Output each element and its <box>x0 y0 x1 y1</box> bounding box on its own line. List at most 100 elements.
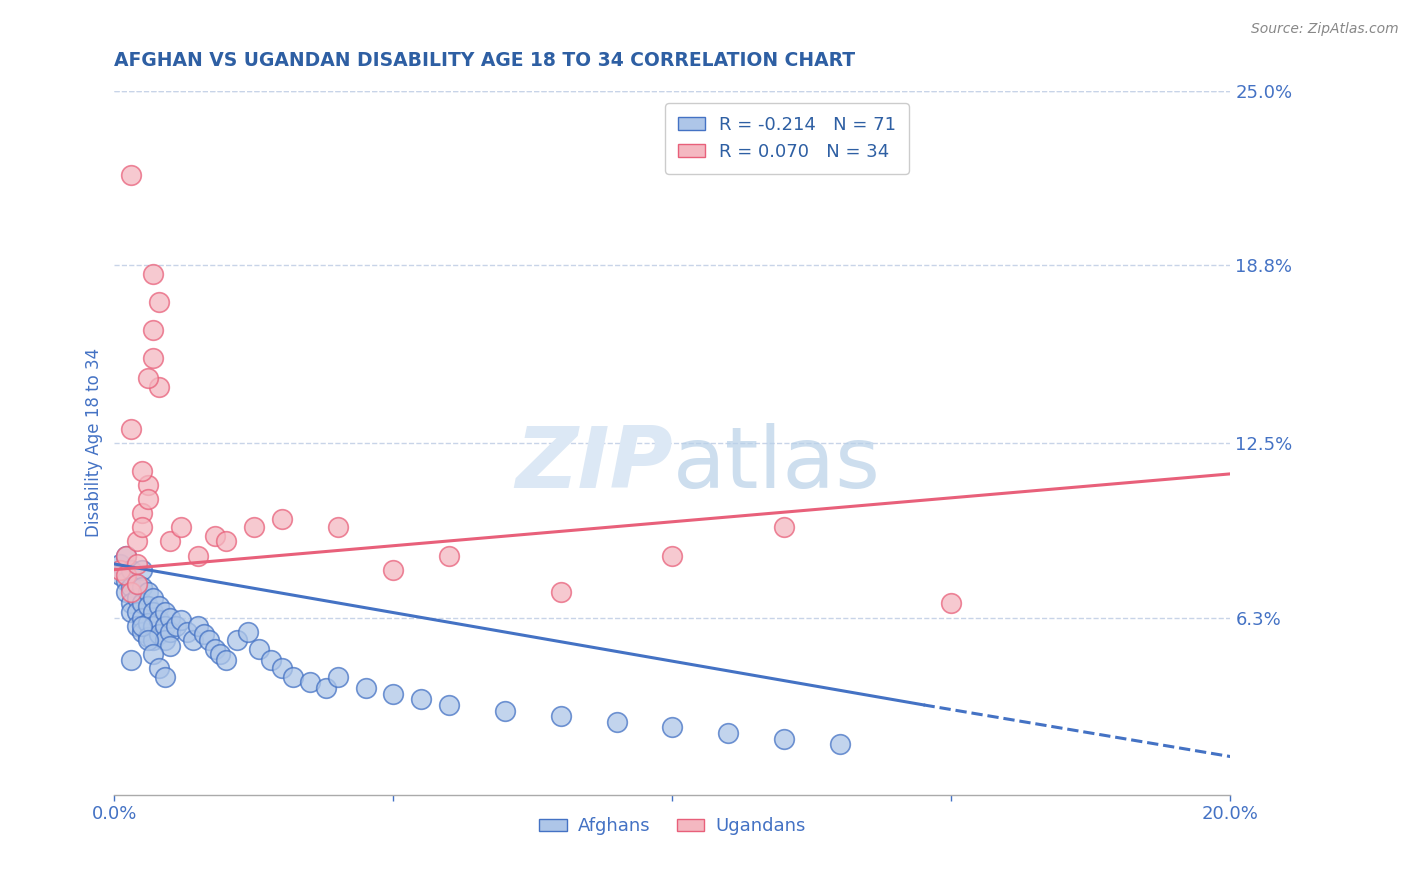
Point <box>136 599 159 614</box>
Point <box>828 737 851 751</box>
Point <box>142 591 165 605</box>
Point <box>131 506 153 520</box>
Point <box>439 549 461 563</box>
Point <box>136 585 159 599</box>
Point <box>125 619 148 633</box>
Point <box>439 698 461 712</box>
Point <box>176 624 198 639</box>
Point <box>136 371 159 385</box>
Point <box>142 323 165 337</box>
Point <box>120 563 142 577</box>
Point <box>142 351 165 366</box>
Point <box>773 731 796 746</box>
Point <box>204 529 226 543</box>
Point <box>114 585 136 599</box>
Point <box>142 267 165 281</box>
Point <box>382 563 405 577</box>
Point <box>243 520 266 534</box>
Point <box>108 568 131 582</box>
Point <box>550 585 572 599</box>
Text: ZIP: ZIP <box>515 423 672 506</box>
Point <box>198 633 221 648</box>
Point <box>153 633 176 648</box>
Point <box>153 605 176 619</box>
Point <box>494 704 516 718</box>
Point <box>125 576 148 591</box>
Point <box>136 630 159 644</box>
Point <box>411 692 433 706</box>
Point <box>125 605 148 619</box>
Point <box>773 520 796 534</box>
Point <box>120 585 142 599</box>
Point <box>382 687 405 701</box>
Point <box>136 478 159 492</box>
Point <box>136 616 159 631</box>
Point <box>281 670 304 684</box>
Point <box>661 721 683 735</box>
Point <box>148 627 170 641</box>
Point <box>142 619 165 633</box>
Point <box>238 624 260 639</box>
Point <box>125 591 148 605</box>
Point <box>142 633 165 648</box>
Point <box>661 549 683 563</box>
Point <box>606 714 628 729</box>
Point <box>142 605 165 619</box>
Point <box>125 557 148 571</box>
Point <box>131 464 153 478</box>
Point <box>187 619 209 633</box>
Point <box>204 641 226 656</box>
Point <box>131 580 153 594</box>
Point <box>170 520 193 534</box>
Point <box>136 633 159 648</box>
Point <box>165 619 187 633</box>
Point <box>260 653 283 667</box>
Point <box>717 726 740 740</box>
Point <box>120 580 142 594</box>
Point <box>136 492 159 507</box>
Point <box>941 597 963 611</box>
Point <box>131 619 153 633</box>
Point <box>326 520 349 534</box>
Point <box>131 563 153 577</box>
Point <box>159 610 181 624</box>
Point <box>209 647 232 661</box>
Point <box>170 613 193 627</box>
Text: AFGHAN VS UGANDAN DISABILITY AGE 18 TO 34 CORRELATION CHART: AFGHAN VS UGANDAN DISABILITY AGE 18 TO 3… <box>114 51 855 70</box>
Point <box>148 613 170 627</box>
Point <box>131 520 153 534</box>
Point <box>120 597 142 611</box>
Point <box>153 670 176 684</box>
Point <box>114 568 136 582</box>
Point <box>159 624 181 639</box>
Legend: R = -0.214   N = 71, R = 0.070   N = 34: R = -0.214 N = 71, R = 0.070 N = 34 <box>665 103 908 174</box>
Point <box>270 661 292 675</box>
Point <box>249 641 271 656</box>
Point <box>315 681 337 695</box>
Point <box>148 599 170 614</box>
Point <box>226 633 249 648</box>
Point <box>120 653 142 667</box>
Point <box>187 549 209 563</box>
Point <box>193 627 215 641</box>
Point <box>125 576 148 591</box>
Point <box>159 639 181 653</box>
Point <box>148 295 170 310</box>
Point <box>153 619 176 633</box>
Point <box>131 610 153 624</box>
Point <box>326 670 349 684</box>
Point <box>114 574 136 588</box>
Point <box>114 549 136 563</box>
Point <box>550 709 572 723</box>
Point <box>270 512 292 526</box>
Point <box>215 534 238 549</box>
Text: atlas: atlas <box>672 423 880 506</box>
Point <box>298 675 321 690</box>
Point <box>108 563 131 577</box>
Point <box>354 681 377 695</box>
Point <box>108 557 131 571</box>
Point <box>142 647 165 661</box>
Point <box>120 168 142 182</box>
Point <box>215 653 238 667</box>
Y-axis label: Disability Age 18 to 34: Disability Age 18 to 34 <box>86 348 103 538</box>
